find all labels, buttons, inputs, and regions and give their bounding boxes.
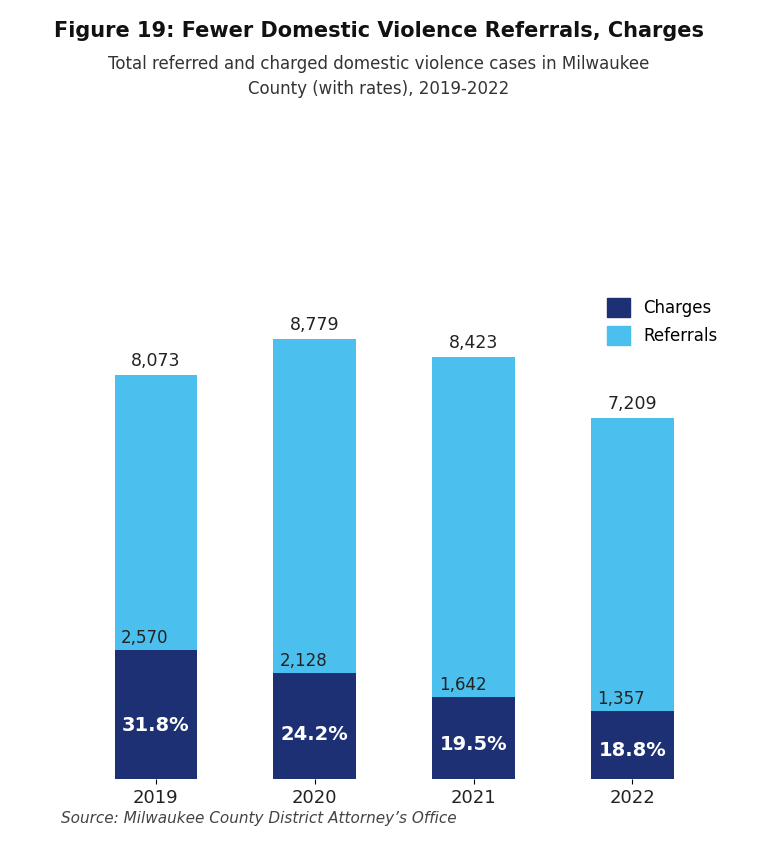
Text: 31.8%: 31.8% [122, 716, 190, 734]
Text: 8,073: 8,073 [131, 352, 180, 369]
Text: 8,779: 8,779 [290, 316, 340, 335]
Text: 1,642: 1,642 [439, 676, 486, 694]
Bar [274, 339, 356, 673]
Bar [432, 697, 515, 779]
Text: Figure 19: Fewer Domestic Violence Referrals, Charges: Figure 19: Fewer Domestic Violence Refer… [54, 21, 704, 42]
Bar [114, 650, 197, 779]
Text: Total referred and charged domestic violence cases in Milwaukee
County (with rat: Total referred and charged domestic viol… [108, 55, 650, 98]
Text: 24.2%: 24.2% [281, 725, 349, 744]
Legend: Charges, Referrals: Charges, Referrals [600, 291, 725, 352]
Text: 19.5%: 19.5% [440, 735, 507, 754]
Text: 18.8%: 18.8% [599, 741, 666, 760]
Text: 1,357: 1,357 [597, 690, 645, 708]
Bar [432, 357, 515, 697]
Text: Source: Milwaukee County District Attorney’s Office: Source: Milwaukee County District Attorn… [61, 811, 456, 826]
Text: 2,570: 2,570 [121, 629, 168, 647]
Text: 7,209: 7,209 [608, 395, 657, 412]
Bar [114, 374, 197, 650]
Bar [274, 673, 356, 779]
Text: 8,423: 8,423 [449, 334, 498, 352]
Bar [591, 711, 674, 779]
Bar [591, 418, 674, 711]
Text: 2,128: 2,128 [280, 651, 327, 670]
